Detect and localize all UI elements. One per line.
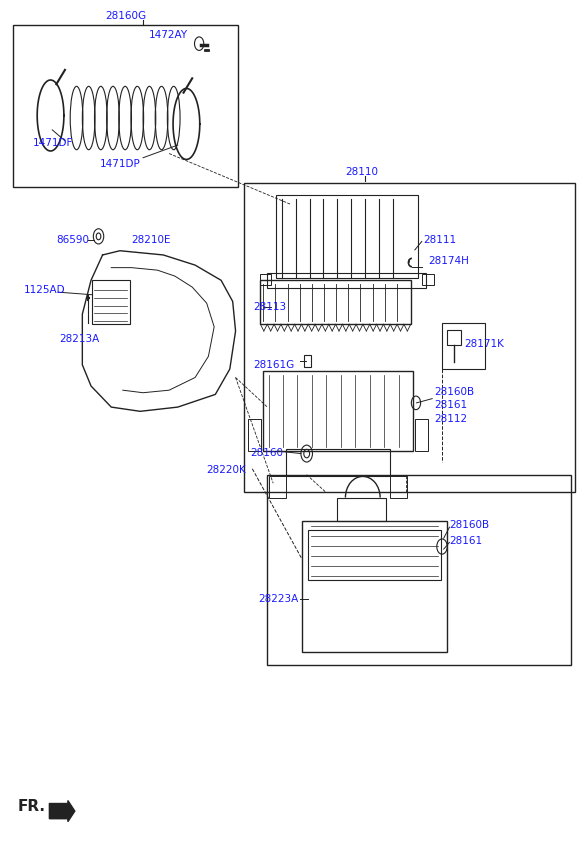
Text: 28220K: 28220K [207, 466, 246, 476]
Bar [267, 273, 426, 288]
Bar [260, 281, 411, 324]
Bar [308, 530, 441, 580]
Bar [337, 498, 386, 522]
Bar [244, 183, 575, 492]
Text: 28160G: 28160G [106, 11, 146, 20]
Bar [276, 195, 418, 278]
Text: 28223A: 28223A [259, 594, 299, 604]
Text: 28161: 28161 [450, 536, 483, 545]
Bar [268, 477, 286, 498]
Bar [302, 522, 447, 652]
Bar [13, 25, 238, 187]
Text: 28174H: 28174H [428, 256, 469, 266]
Bar [286, 449, 390, 477]
Bar [422, 275, 434, 285]
Text: 1472AY: 1472AY [149, 31, 188, 40]
Bar [442, 322, 485, 369]
Text: 28210E: 28210E [131, 235, 171, 245]
Text: 28160: 28160 [250, 448, 283, 458]
Text: 28213A: 28213A [59, 334, 99, 344]
Text: 28112: 28112 [434, 414, 467, 424]
Bar [267, 475, 571, 665]
Text: 28160B: 28160B [450, 521, 490, 531]
Text: 28113: 28113 [253, 303, 286, 312]
Text: 1125AD: 1125AD [23, 286, 65, 295]
Text: 28171K: 28171K [464, 338, 504, 349]
FancyArrow shape [49, 801, 75, 822]
Bar [390, 477, 407, 498]
Text: 28110: 28110 [346, 167, 378, 177]
Text: 28161: 28161 [434, 400, 467, 410]
Text: 1471DP: 1471DP [100, 159, 141, 169]
Text: 28160B: 28160B [434, 387, 474, 397]
Bar [415, 419, 428, 451]
Text: 28111: 28111 [424, 235, 457, 245]
Bar [304, 354, 311, 366]
Bar [248, 419, 261, 451]
Bar [447, 330, 461, 345]
Bar [260, 275, 271, 285]
Bar [92, 281, 130, 324]
Text: 1471DF: 1471DF [33, 137, 74, 148]
Text: FR.: FR. [17, 799, 45, 813]
Text: 28161G: 28161G [253, 360, 295, 370]
Text: 86590: 86590 [56, 235, 89, 245]
Bar [263, 371, 413, 451]
